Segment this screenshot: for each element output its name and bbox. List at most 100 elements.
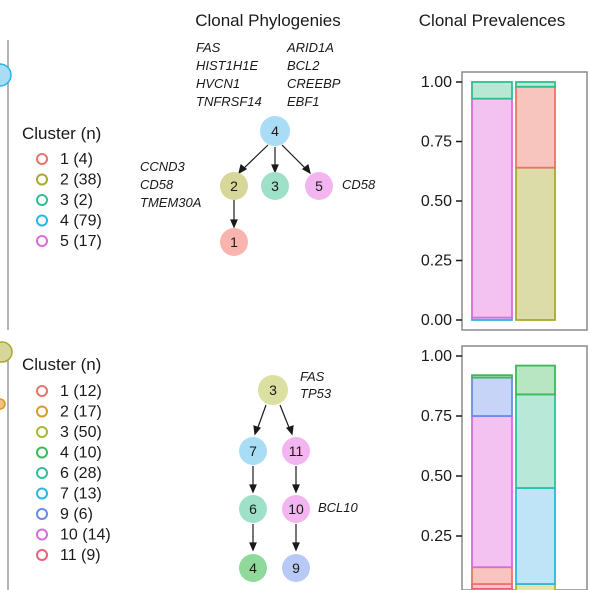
gene-label: ARID1A [286, 40, 334, 55]
tree-node-5: 5 [305, 172, 333, 200]
gene-label: FAS [300, 369, 325, 384]
tree-node-11: 11 [282, 437, 310, 465]
legend-item: 10 (14) [36, 527, 111, 544]
legend-item: 4 (79) [36, 213, 102, 230]
bar-segment-cluster-4 [515, 364, 556, 396]
tree-node-3: 3 [258, 375, 288, 405]
bar-segment-cluster-3 [515, 81, 556, 88]
tree-node-label: 11 [289, 443, 304, 459]
y-tick-label: 0.75 [421, 134, 452, 151]
y-tick-label: 0.50 [421, 468, 452, 485]
legend-marker [36, 528, 48, 541]
gene-label: CD58 [342, 177, 376, 192]
prevalence-chart-top: 0.00 0.25 0.50 0.75 1.00 [421, 71, 588, 331]
legend-marker [36, 194, 48, 206]
legend-item: 3 (2) [36, 192, 93, 209]
tree-node-circle [305, 172, 333, 200]
gene-label: HIST1H1E [196, 58, 258, 73]
bar-segment-cluster-4 [471, 374, 513, 379]
tree-node-4: 4 [260, 116, 290, 146]
bar-segment-cluster-6 [515, 393, 556, 489]
tree-node-1: 1 [220, 228, 248, 256]
y-tick-label: 1.00 [421, 74, 452, 91]
gene-label: CD58 [140, 177, 174, 192]
prevalence-chart-bottom: 0.25 0.50 0.75 1.00 [421, 345, 588, 590]
gene-label: TMEM30A [140, 195, 201, 210]
phylogeny-title: Clonal Phylogenies [195, 11, 341, 30]
bar-segment-cluster-7 [515, 487, 556, 585]
bar-segment-cluster-5 [471, 97, 513, 319]
partial-node-bottom-2 [0, 398, 6, 410]
legend-bottom: Cluster (n) 1 (12) 2 (17) 3 (50) 4 (10) 6 (2… [22, 355, 111, 564]
legend-marker [36, 508, 48, 520]
arrowhead [292, 542, 300, 552]
legend-label: 3 (2) [60, 192, 93, 209]
arrowhead [285, 425, 294, 436]
bar-segment-cluster-10 [471, 415, 513, 569]
phylogeny-tree-bottom: FAS TP53 BCL10 3 7 11 [239, 369, 359, 582]
bar-segment-cluster-9 [471, 376, 513, 417]
legend-item: 2 (17) [36, 404, 102, 421]
legend-label: 5 (17) [60, 233, 102, 250]
legend-marker [36, 385, 48, 397]
tree-node-label: 3 [271, 178, 279, 194]
legend-label: 1 (4) [60, 151, 93, 168]
tree-node-6: 6 [239, 495, 267, 523]
tree-node-label: 2 [230, 178, 238, 194]
phylogeny-tree-top: FAS HIST1H1E HVCN1 TNFRSF14 ARID1A BCL2 … [140, 40, 376, 256]
legend-marker [36, 446, 48, 459]
arrowhead [238, 163, 248, 175]
tree-node-circle [261, 172, 289, 200]
arrowhead [249, 484, 257, 494]
tree-node-circle [282, 437, 310, 465]
legend-title: Cluster (n) [22, 355, 101, 374]
tree-edge [256, 404, 267, 431]
legend-marker [36, 549, 48, 561]
tree-node-label: 4 [249, 560, 257, 576]
gene-label: CREEBP [287, 76, 341, 91]
tree-node-circle [260, 116, 290, 146]
tree-node-10: 10 [282, 495, 310, 523]
tree-node-circle [282, 554, 310, 582]
legend-label: 1 (12) [60, 383, 102, 400]
y-tick-label: 0.25 [421, 253, 452, 270]
gene-label: TP53 [300, 386, 332, 401]
tree-edge [279, 404, 291, 431]
legend-label: 10 (14) [60, 527, 111, 544]
y-tick-label: 1.00 [421, 348, 452, 365]
tree-node-2: 2 [220, 172, 248, 200]
legend-label: 4 (79) [60, 213, 102, 230]
bar-segment-cluster-3 [515, 583, 556, 590]
tree-node-label: 3 [269, 382, 277, 398]
arrowhead [230, 219, 238, 229]
legend-title: Cluster (n) [22, 124, 101, 143]
partial-node-top [0, 63, 12, 87]
gene-label: BCL10 [318, 500, 359, 515]
legend-label: 6 (28) [60, 465, 102, 482]
tree-node-4: 4 [239, 554, 267, 582]
legend-item: 9 (6) [36, 506, 93, 523]
legend-item: 1 (12) [36, 383, 102, 400]
y-tick-label: 0.75 [421, 408, 452, 425]
legend-label: 11 (9) [60, 547, 101, 564]
gene-label: CCND3 [140, 159, 186, 174]
legend-item: 6 (28) [36, 465, 102, 482]
gene-label: BCL2 [287, 58, 320, 73]
arrowhead [301, 163, 311, 175]
arrowhead [292, 484, 300, 494]
tree-node-label: 7 [249, 443, 257, 459]
tree-node-circle [239, 554, 267, 582]
bar-segment-cluster-1 [471, 566, 513, 585]
legend-label: 9 (6) [60, 506, 93, 523]
legend-label: 4 (10) [60, 445, 102, 462]
gene-label: TNFRSF14 [196, 94, 262, 109]
tree-node-circle [220, 172, 248, 200]
legend-marker [36, 173, 48, 186]
tree-node-circle [282, 495, 310, 523]
tree-node-circle [239, 437, 267, 465]
arrowhead [271, 164, 279, 174]
legend-marker [36, 467, 48, 479]
tree-node-label: 10 [288, 501, 304, 517]
y-tick-label: 0.50 [421, 193, 452, 210]
legend-marker [36, 235, 48, 247]
